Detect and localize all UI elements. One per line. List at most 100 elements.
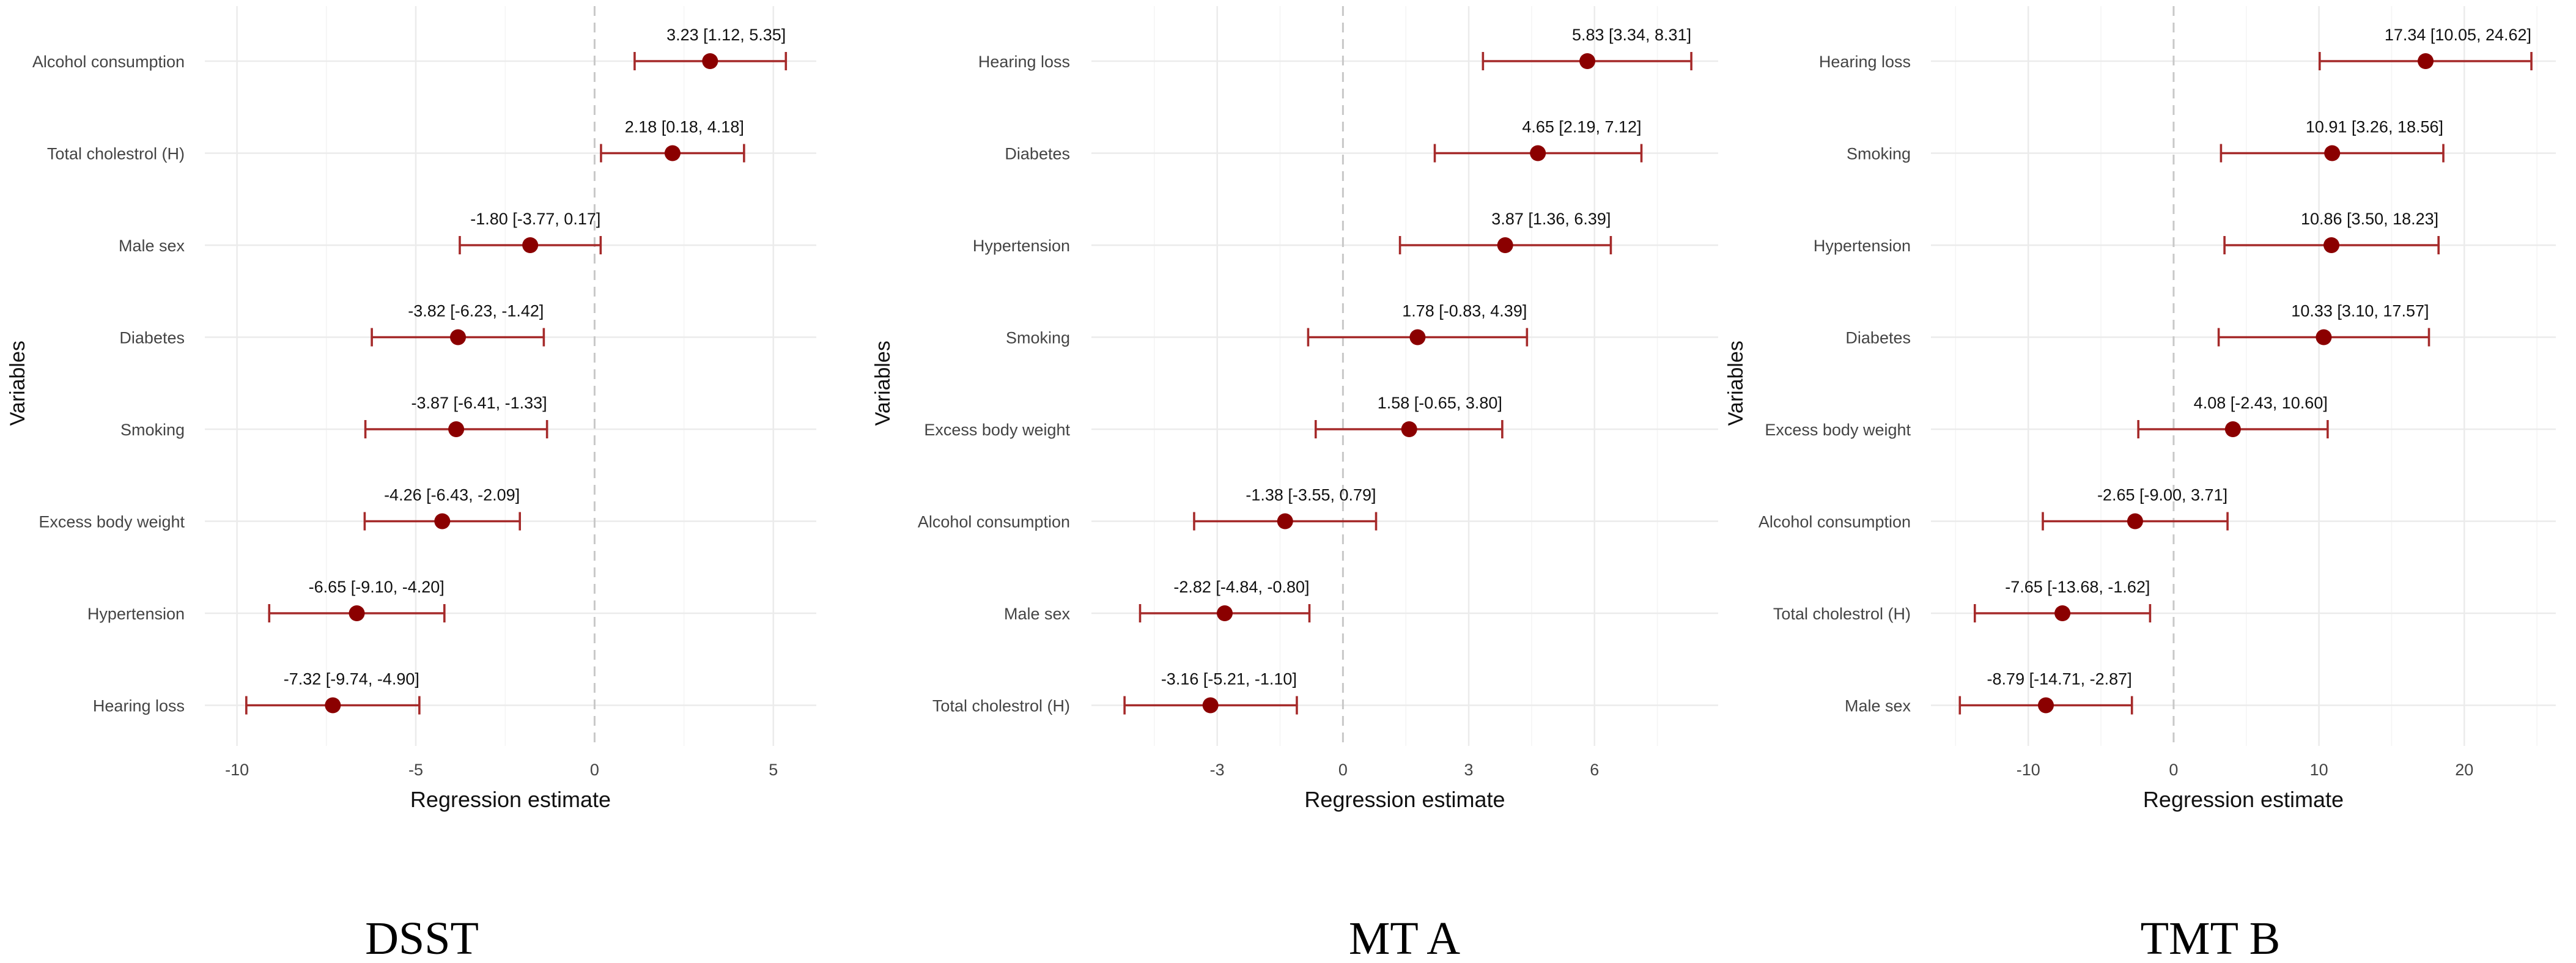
variable-label: Alcohol consumption — [1759, 513, 1911, 531]
variable-label: Alcohol consumption — [918, 513, 1070, 531]
point-estimate — [2127, 513, 2143, 529]
estimate-label: 3.87 [1.36, 6.39] — [1491, 210, 1611, 228]
estimate-label: 17.34 [10.05, 24.62] — [2385, 26, 2531, 44]
estimate-label: 3.23 [1.12, 5.35] — [666, 26, 786, 44]
estimate-label: 4.65 [2.19, 7.12] — [1522, 118, 1641, 136]
x-tick-label: 0 — [1338, 761, 1348, 779]
point-estimate — [1277, 513, 1293, 529]
x-tick-label: 10 — [2310, 761, 2328, 779]
estimate-label: 10.33 [3.10, 17.57] — [2291, 302, 2429, 320]
point-estimate — [2418, 53, 2434, 69]
forest-row: Excess body weight 1.58 [-0.65, 3.80] — [924, 394, 1504, 439]
forest-panel: Hearing loss 17.34 [10.05, 24.62] Smoking 1… — [1724, 6, 2556, 963]
variable-label: Total cholestrol (H) — [47, 145, 185, 163]
estimate-label: -3.82 [-6.23, -1.42] — [408, 302, 544, 320]
variable-label: Total cholestrol (H) — [1773, 605, 1911, 623]
forest-panel: Alcohol consumption 3.23 [1.12, 5.35] Tota… — [6, 6, 816, 963]
variable-label: Male sex — [1845, 697, 1911, 715]
estimate-label: 1.78 [-0.83, 4.39] — [1402, 302, 1527, 320]
forest-row: Alcohol consumption -2.65 [-9.00, 3.71] — [1759, 486, 2229, 531]
forest-row: Smoking 10.91 [3.26, 18.56] — [1847, 118, 2445, 163]
point-estimate — [450, 329, 467, 345]
variable-label: Smoking — [1006, 329, 1070, 347]
variable-label: Hypertension — [973, 237, 1070, 255]
x-tick-label: 6 — [1590, 761, 1599, 779]
forest-row: Hypertension 3.87 [1.36, 6.39] — [973, 210, 1612, 255]
forest-row: Male sex -1.80 [-3.77, 0.17] — [119, 210, 602, 255]
forest-row: Excess body weight 4.08 [-2.43, 10.60] — [1765, 394, 2329, 439]
variable-label: Male sex — [119, 237, 185, 255]
variable-label: Hypertension — [1814, 237, 1911, 255]
estimate-label: 4.08 [-2.43, 10.60] — [2194, 394, 2328, 412]
estimate-label: -4.26 [-6.43, -2.09] — [384, 486, 520, 504]
x-axis-label: Regression estimate — [2143, 787, 2344, 812]
x-tick-label: -3 — [1210, 761, 1225, 779]
x-axis-label: Regression estimate — [410, 787, 611, 812]
x-tick-label: -10 — [2017, 761, 2040, 779]
panel-title: MT A — [1349, 913, 1460, 963]
point-estimate — [2316, 329, 2332, 345]
point-estimate — [349, 605, 365, 621]
point-estimate — [325, 697, 341, 714]
variable-label: Diabetes — [1005, 145, 1070, 163]
x-axis-label: Regression estimate — [1304, 787, 1505, 812]
estimate-label: 10.91 [3.26, 18.56] — [2306, 118, 2443, 136]
variable-label: Smoking — [120, 421, 185, 439]
x-tick-label: -5 — [408, 761, 423, 779]
estimate-label: 1.58 [-0.65, 3.80] — [1378, 394, 1502, 412]
forest-row: Alcohol consumption -1.38 [-3.55, 0.79] — [918, 486, 1378, 531]
forest-row: Excess body weight -4.26 [-6.43, -2.09] — [39, 486, 522, 531]
variable-label: Hypertension — [87, 605, 185, 623]
point-estimate — [702, 53, 718, 69]
y-axis-label: Variables — [1724, 341, 1747, 426]
x-tick-label: 0 — [590, 761, 599, 779]
estimate-label: -6.65 [-9.10, -4.20] — [309, 578, 445, 596]
forest-row: Diabetes -3.82 [-6.23, -1.42] — [119, 302, 545, 347]
variable-label: Excess body weight — [1765, 421, 1911, 439]
estimate-label: -7.65 [-13.68, -1.62] — [2005, 578, 2150, 596]
point-estimate — [2324, 145, 2341, 161]
variable-label: Smoking — [1847, 145, 1911, 163]
estimate-label: -1.38 [-3.55, 0.79] — [1246, 486, 1376, 504]
point-estimate — [1579, 53, 1596, 69]
forest-row: Smoking 1.78 [-0.83, 4.39] — [1006, 302, 1529, 347]
point-estimate — [1217, 605, 1233, 621]
x-tick-label: 3 — [1464, 761, 1474, 779]
forest-row: Alcohol consumption 3.23 [1.12, 5.35] — [32, 26, 788, 71]
variable-label: Male sex — [1004, 605, 1071, 623]
estimate-label: -7.32 [-9.74, -4.90] — [284, 670, 419, 688]
point-estimate — [2323, 237, 2340, 253]
point-estimate — [522, 237, 539, 253]
forest-row: Hypertension 10.86 [3.50, 18.23] — [1814, 210, 2440, 255]
variable-label: Diabetes — [119, 329, 185, 347]
point-estimate — [1202, 697, 1219, 714]
estimate-label: -8.79 [-14.71, -2.87] — [1987, 670, 2132, 688]
forest-row: Total cholestrol (H) 2.18 [0.18, 4.18] — [47, 118, 745, 163]
variable-label: Hearing loss — [978, 53, 1070, 71]
point-estimate — [448, 421, 465, 437]
panel-title: DSST — [365, 913, 479, 963]
y-axis-label: Variables — [871, 341, 895, 426]
estimate-label: -2.65 [-9.00, 3.71] — [2097, 486, 2227, 504]
forest-row: Male sex -2.82 [-4.84, -0.80] — [1004, 578, 1311, 623]
x-tick-label: 0 — [2169, 761, 2178, 779]
y-axis-label: Variables — [6, 341, 29, 426]
variable-label: Alcohol consumption — [32, 53, 185, 71]
forest-row: Diabetes 4.65 [2.19, 7.12] — [1005, 118, 1643, 163]
forest-row: Male sex -8.79 [-14.71, -2.87] — [1845, 670, 2133, 715]
estimate-label: -3.16 [-5.21, -1.10] — [1161, 670, 1297, 688]
estimate-label: 5.83 [3.34, 8.31] — [1572, 26, 1691, 44]
forest-row: Hearing loss 5.83 [3.34, 8.31] — [978, 26, 1692, 71]
variable-label: Excess body weight — [39, 513, 185, 531]
estimate-label: -2.82 [-4.84, -0.80] — [1173, 578, 1309, 596]
forest-row: Hypertension -6.65 [-9.10, -4.20] — [87, 578, 446, 623]
variable-label: Diabetes — [1845, 329, 1911, 347]
point-estimate — [1409, 329, 1426, 345]
forest-row: Diabetes 10.33 [3.10, 17.57] — [1845, 302, 2430, 347]
forest-row: Hearing loss 17.34 [10.05, 24.62] — [1819, 26, 2533, 71]
point-estimate — [434, 513, 451, 529]
estimate-label: 10.86 [3.50, 18.23] — [2301, 210, 2438, 228]
estimate-label: 2.18 [0.18, 4.18] — [625, 118, 744, 136]
variable-label: Hearing loss — [93, 697, 185, 715]
